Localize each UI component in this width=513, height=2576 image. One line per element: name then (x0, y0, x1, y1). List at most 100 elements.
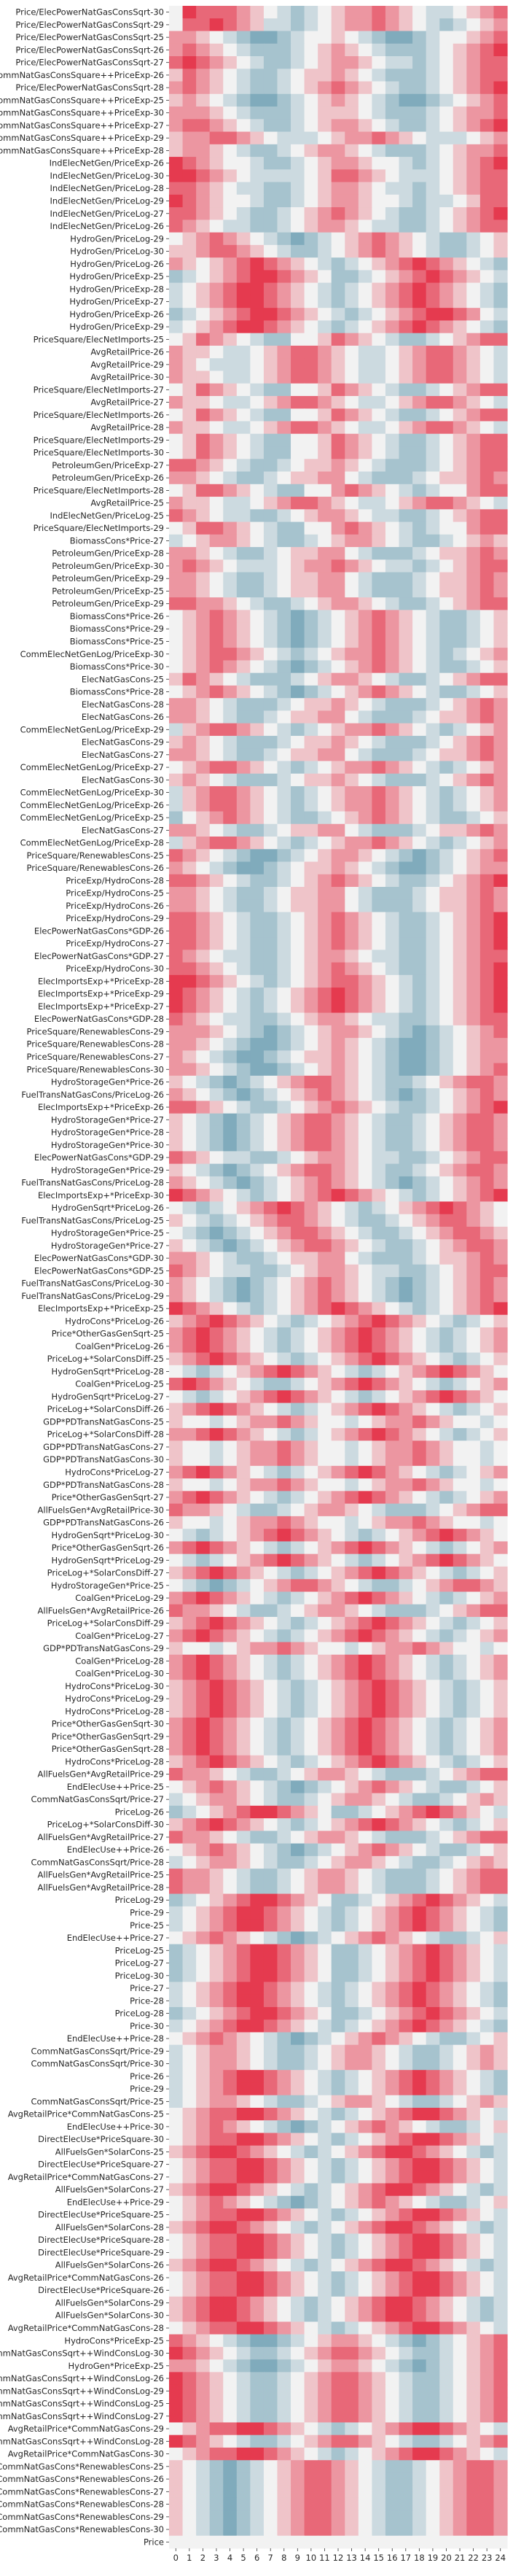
heatmap-cell (385, 1478, 400, 1491)
heatmap-cell (182, 685, 197, 699)
heatmap-cell (453, 1667, 467, 1680)
heatmap-cell (358, 1277, 372, 1290)
heatmap-cell (304, 2284, 318, 2297)
heatmap-cell (358, 1163, 372, 1177)
heatmap-cell (412, 2485, 427, 2499)
heatmap-cell (412, 1264, 427, 1278)
heatmap-cell (372, 395, 386, 409)
heatmap-cell (439, 1869, 454, 1882)
heatmap-cell (385, 358, 400, 372)
heatmap-cell (399, 383, 413, 397)
heatmap-cell (223, 2208, 238, 2222)
heatmap-cell (318, 484, 332, 497)
heatmap-cell (479, 660, 495, 674)
heatmap-cell (426, 2095, 440, 2108)
heatmap-cell (263, 823, 278, 837)
heatmap-cell (277, 257, 291, 271)
heatmap-cell (426, 748, 440, 762)
heatmap-cell (277, 1403, 291, 1416)
heatmap-cell (399, 874, 413, 888)
heatmap-cell (263, 1138, 278, 1152)
heatmap-cell (250, 1919, 265, 1932)
heatmap-cell (358, 1138, 372, 1152)
heatmap-cell (439, 1491, 454, 1505)
heatmap-cell (318, 1503, 332, 1517)
heatmap-cell (331, 56, 345, 69)
heatmap-cell (412, 1906, 427, 1920)
heatmap-cell (453, 836, 467, 850)
heatmap-cell (182, 2145, 197, 2159)
heatmap-cell (263, 1718, 278, 1731)
heatmap-cell (385, 1780, 400, 1794)
heatmap-cell (196, 2006, 211, 2020)
heatmap-cell (277, 988, 291, 1001)
heatmap-cell (426, 1289, 440, 1303)
heatmap-cell (250, 1314, 265, 1328)
heatmap-cell (345, 1805, 359, 1819)
heatmap-cell (196, 937, 211, 950)
heatmap-cell (345, 2309, 359, 2322)
heatmap-cell (345, 1012, 359, 1026)
heatmap-cell (263, 1944, 278, 1958)
heatmap-cell (250, 1352, 265, 1366)
heatmap-cell (223, 1881, 238, 1895)
heatmap-cell (412, 270, 427, 284)
heatmap-cell (345, 685, 359, 699)
heatmap-cell (263, 1869, 278, 1882)
heatmap-cell (263, 2120, 278, 2134)
heatmap-cell (493, 2195, 508, 2209)
heatmap-cell (291, 408, 305, 422)
heatmap-cell (169, 2497, 184, 2511)
heatmap-cell (236, 2233, 251, 2247)
heatmap-cell (182, 1302, 197, 1316)
heatmap-cell (453, 2044, 467, 2058)
heatmap-cell (426, 257, 440, 271)
heatmap-cell (453, 69, 467, 82)
heatmap-cell (277, 106, 291, 120)
heatmap-cell (453, 710, 467, 724)
heatmap-cell (318, 785, 332, 799)
heatmap-cell (277, 1906, 291, 1920)
heatmap-cell (182, 1566, 197, 1580)
heatmap-cell (223, 509, 238, 523)
heatmap-cell (291, 1314, 305, 1328)
heatmap-cell (385, 1201, 400, 1215)
heatmap-cell (223, 761, 238, 775)
heatmap-cell (304, 1805, 318, 1819)
heatmap-cell (196, 1453, 211, 1467)
heatmap-cell (236, 660, 251, 674)
heatmap-cell (453, 509, 467, 523)
heatmap-cell (412, 1516, 427, 1529)
heatmap-cell (169, 1075, 184, 1089)
heatmap-cell (358, 1893, 372, 1907)
heatmap-cell (331, 1818, 345, 1831)
heatmap-cell (426, 1604, 440, 1618)
heatmap-cell (209, 1667, 224, 1680)
heatmap-cell (479, 295, 495, 309)
heatmap-cell (196, 2044, 211, 2058)
heatmap-cell (453, 874, 467, 888)
heatmap-cell (479, 333, 495, 346)
heatmap-cell (385, 2183, 400, 2197)
heatmap-cell (182, 1478, 197, 1491)
heatmap-cell (236, 1919, 251, 1932)
heatmap-cell (277, 1704, 291, 1718)
heatmap-cell (426, 2246, 440, 2259)
heatmap-cell (236, 1440, 251, 1454)
heatmap-cell (182, 2346, 197, 2360)
heatmap-cell (169, 1730, 184, 1744)
heatmap-cell (250, 1491, 265, 1505)
heatmap-cell (277, 2170, 291, 2184)
heatmap-cell (439, 1654, 454, 1668)
heatmap-cell (358, 1629, 372, 1643)
heatmap-cell (372, 18, 386, 32)
heatmap-cell (263, 1176, 278, 1190)
heatmap-cell (439, 144, 454, 158)
heatmap-cell (263, 2158, 278, 2171)
heatmap-cell (372, 1151, 386, 1165)
heatmap-cell (318, 2095, 332, 2108)
heatmap-cell (291, 950, 305, 963)
heatmap-cell (426, 1869, 440, 1882)
heatmap-cell (399, 1239, 413, 1253)
heatmap-cell (236, 1226, 251, 1240)
